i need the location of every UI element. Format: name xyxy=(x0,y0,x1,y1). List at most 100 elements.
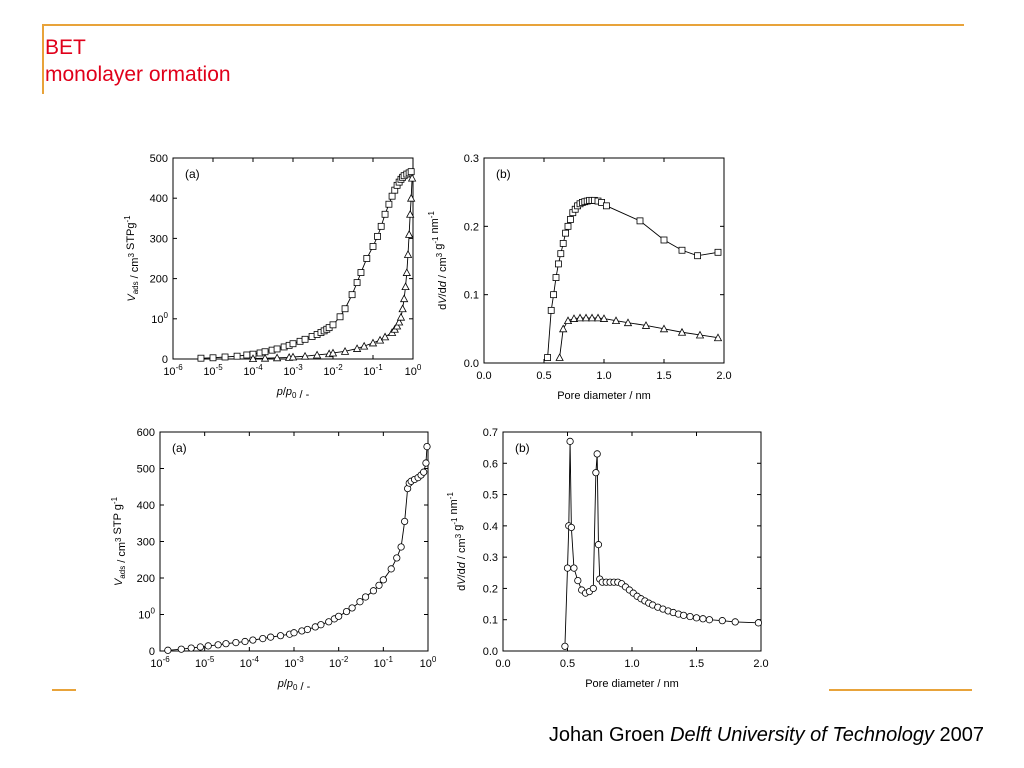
y-tick-label: 0.3 xyxy=(464,153,479,165)
data-point-square xyxy=(357,269,365,276)
panel-label: (a) xyxy=(172,441,187,455)
data-point-circle xyxy=(397,543,405,551)
series-line xyxy=(167,446,428,651)
data-point-circle xyxy=(177,645,185,653)
y-tick-label: 500 xyxy=(137,464,155,476)
data-point-triangle xyxy=(394,317,404,326)
data-point-circle xyxy=(593,450,601,458)
data-point-square xyxy=(566,216,574,223)
data-point-square xyxy=(363,255,371,262)
data-point-circle xyxy=(290,629,298,637)
x-tick-label: 100 xyxy=(405,363,422,378)
x-tick-label: 10-3 xyxy=(283,363,303,378)
x-tick-label: 10-4 xyxy=(240,655,260,670)
data-point-circle xyxy=(222,640,230,648)
footer-credit: Johan Groen Delft University of Technolo… xyxy=(549,724,984,747)
data-point-triangle xyxy=(328,348,338,357)
series-line xyxy=(559,317,719,358)
data-point-circle xyxy=(699,615,707,623)
x-tick-label: 10-6 xyxy=(150,655,170,670)
data-point-circle xyxy=(249,636,257,644)
data-point-square xyxy=(636,217,644,225)
data-point-circle xyxy=(317,621,325,629)
data-point-circle xyxy=(356,598,364,606)
x-tick-label: 10-4 xyxy=(243,363,263,378)
y-tick-label: 0.6 xyxy=(483,458,498,470)
x-tick-label: 10-1 xyxy=(374,655,394,670)
data-point-triangle xyxy=(368,338,378,347)
title-line-1: BET xyxy=(45,36,86,59)
y-tick-label: 400 xyxy=(150,193,168,205)
x-tick-label: 1.0 xyxy=(596,370,611,382)
data-point-circle xyxy=(718,617,726,625)
x-tick-label: 10-2 xyxy=(329,655,349,670)
chart-bottom-b: 0.0 0.1 0.2 0.3 0.4 0.5 0.6 0.7 0.0 0.5 1.0 1.5 2.0 (… xyxy=(446,427,769,690)
footer-year: 2007 xyxy=(939,724,985,746)
data-point-triangle xyxy=(399,294,409,303)
data-point-circle xyxy=(594,541,603,549)
data-point-square xyxy=(714,248,722,256)
plot-frame xyxy=(483,157,725,364)
data-point-circle xyxy=(259,634,267,643)
x-axis-label: p/p0 / - xyxy=(277,678,311,693)
data-point-circle xyxy=(567,523,575,532)
data-point-triangle xyxy=(352,344,362,352)
data-point-triangle xyxy=(581,313,591,322)
data-point-square xyxy=(289,340,297,348)
data-point-triangle xyxy=(611,316,621,325)
footer-institution: Delft University of Technology xyxy=(670,724,934,746)
y-tick-label: 200 xyxy=(150,274,168,286)
data-point-square xyxy=(550,291,557,299)
y-tick-label: 0.2 xyxy=(483,583,498,595)
plot-frame xyxy=(159,431,429,652)
data-point-triangle xyxy=(272,353,282,362)
data-point-circle xyxy=(335,612,343,620)
data-point-triangle xyxy=(407,193,416,202)
y-tick-label: 0.3 xyxy=(483,552,498,564)
data-point-triangle xyxy=(587,313,597,322)
data-point-circle xyxy=(379,576,387,584)
data-point-circle xyxy=(563,564,572,572)
x-tick-label: 10-2 xyxy=(323,363,343,378)
data-point-triangle xyxy=(677,327,687,336)
data-point-triangle xyxy=(300,351,310,360)
y-axis-label: dV/dd / cm3 g-1 nm-1 xyxy=(427,211,449,310)
x-tick-label: 0.0 xyxy=(495,658,510,670)
data-point-circle xyxy=(420,468,428,476)
data-point-square xyxy=(544,354,551,361)
data-point-triangle xyxy=(623,318,633,327)
data-point-circle xyxy=(164,646,172,654)
y-tick-label: 0 xyxy=(162,354,168,366)
data-point-circle xyxy=(375,581,383,589)
data-point-circle xyxy=(204,642,212,650)
x-tick-label: 10-5 xyxy=(195,655,215,670)
x-tick-label: 0.0 xyxy=(476,370,491,382)
data-point-square xyxy=(329,321,337,329)
y-axis-label: Vads / cm3 STP g-1 xyxy=(110,496,128,586)
y-axis-label: dV/dd / cm3 g-1 nm-1 xyxy=(446,492,468,591)
bottom-right-rule xyxy=(829,689,972,691)
data-point-triangle xyxy=(260,353,270,362)
y-tick-label: 300 xyxy=(137,537,155,549)
x-axis-label: Pore diameter / nm xyxy=(585,678,679,690)
data-point-square xyxy=(385,200,393,208)
data-point-circle xyxy=(589,584,597,593)
data-point-circle xyxy=(342,607,351,616)
data-point-triangle xyxy=(713,333,723,342)
bottom-left-rule xyxy=(52,689,76,691)
data-point-square xyxy=(374,232,381,240)
data-point-square xyxy=(209,354,217,362)
y-tick-label: 0.7 xyxy=(483,427,498,439)
chart-bottom-a: 0 100 200 300 400 500 600 10-6 10-5 10-4 10-3 10-2 1… xyxy=(110,427,437,693)
x-tick-label: 2.0 xyxy=(716,370,731,382)
y-tick-label: 100 xyxy=(138,607,155,622)
data-point-square xyxy=(243,351,251,359)
data-point-circle xyxy=(422,459,430,467)
data-point-square xyxy=(341,305,349,313)
data-point-triangle xyxy=(398,304,407,313)
x-tick-label: 0.5 xyxy=(536,370,551,382)
data-point-circle xyxy=(692,614,701,622)
data-point-triangle xyxy=(641,321,651,329)
data-point-circle xyxy=(731,618,739,626)
y-tick-label: 0.1 xyxy=(483,615,498,627)
